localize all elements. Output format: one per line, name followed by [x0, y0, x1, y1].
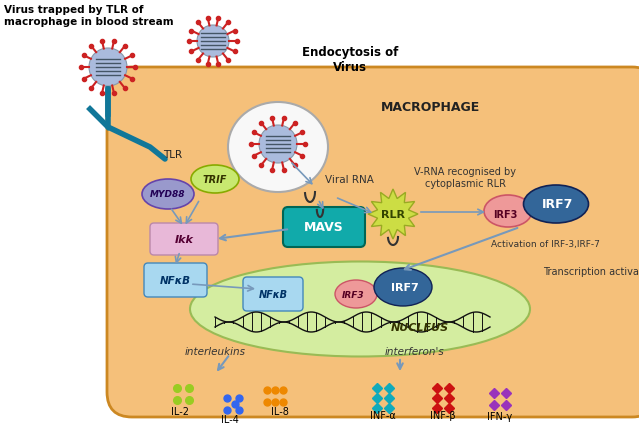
- Text: RLR: RLR: [381, 209, 405, 219]
- Ellipse shape: [142, 180, 194, 209]
- Ellipse shape: [374, 268, 432, 306]
- FancyBboxPatch shape: [243, 277, 303, 311]
- Text: INF-β: INF-β: [430, 410, 456, 420]
- Text: interferon's: interferon's: [385, 346, 445, 356]
- Text: IL-8: IL-8: [271, 406, 289, 416]
- Circle shape: [197, 26, 229, 58]
- FancyBboxPatch shape: [150, 223, 218, 255]
- Text: IFN-γ: IFN-γ: [488, 411, 512, 421]
- Text: IRF3: IRF3: [342, 291, 364, 300]
- Text: INF-α: INF-α: [370, 410, 396, 420]
- Text: IRF3: IRF3: [493, 209, 517, 219]
- Text: Ikk: Ikk: [174, 234, 194, 244]
- Text: IRF7: IRF7: [543, 198, 574, 211]
- Text: Endocytosis of
Virus: Endocytosis of Virus: [302, 46, 398, 74]
- Text: TRIF: TRIF: [203, 175, 227, 184]
- Text: MYD88: MYD88: [150, 190, 186, 199]
- Circle shape: [89, 49, 127, 87]
- FancyBboxPatch shape: [107, 68, 639, 417]
- Text: Activation of IRF-3,IRF-7: Activation of IRF-3,IRF-7: [491, 240, 599, 249]
- Text: Virus trapped by TLR of
macrophage in blood stream: Virus trapped by TLR of macrophage in bl…: [4, 5, 174, 27]
- Ellipse shape: [335, 280, 377, 308]
- Ellipse shape: [228, 103, 328, 193]
- Text: V-RNA recognised by
cytoplasmic RLR: V-RNA recognised by cytoplasmic RLR: [414, 167, 516, 188]
- Text: Transcription activation: Transcription activation: [543, 266, 639, 276]
- Text: NFκB: NFκB: [259, 290, 288, 299]
- Ellipse shape: [191, 166, 239, 194]
- Text: Viral RNA: Viral RNA: [325, 175, 374, 184]
- Text: MACROPHAGE: MACROPHAGE: [380, 101, 480, 114]
- Ellipse shape: [484, 195, 532, 227]
- Polygon shape: [368, 190, 418, 240]
- Text: IL-2: IL-2: [171, 406, 189, 416]
- Ellipse shape: [190, 262, 530, 357]
- Text: TLR: TLR: [163, 150, 182, 159]
- Text: NUCLEUS: NUCLEUS: [391, 322, 449, 332]
- Text: IL-4: IL-4: [221, 414, 239, 424]
- Text: MAVS: MAVS: [304, 221, 344, 234]
- FancyBboxPatch shape: [144, 263, 207, 297]
- Text: interleukins: interleukins: [185, 346, 245, 356]
- Text: NFκB: NFκB: [160, 276, 190, 285]
- Ellipse shape: [523, 186, 589, 223]
- Text: IRF7: IRF7: [391, 283, 419, 292]
- Circle shape: [259, 126, 297, 164]
- FancyBboxPatch shape: [283, 208, 365, 247]
